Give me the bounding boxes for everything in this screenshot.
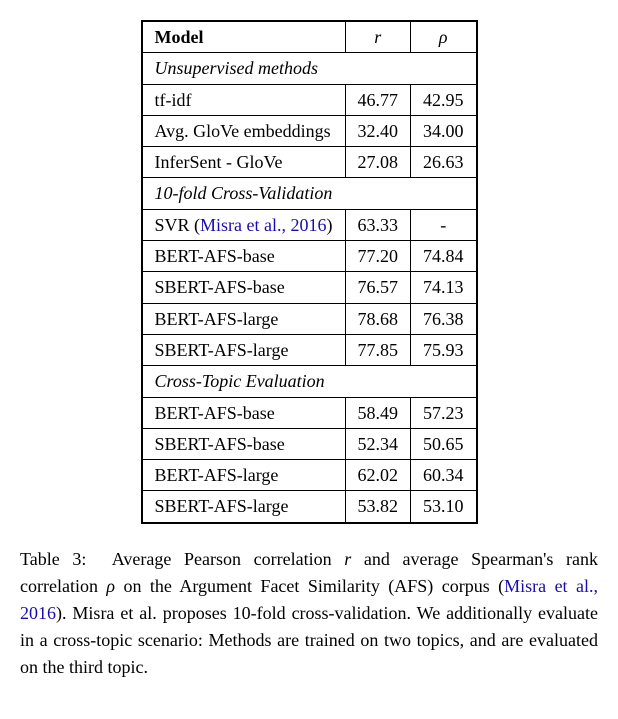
table-header-row: Model r ρ (142, 21, 477, 53)
table-row: BERT-AFS-large 78.68 76.38 (142, 303, 477, 334)
model-prefix: SVR ( (155, 215, 201, 235)
cell-r: 32.40 (345, 115, 411, 146)
section-crossval: 10-fold Cross-Validation (142, 178, 477, 209)
cell-r: 77.85 (345, 334, 411, 365)
section-unsupervised: Unsupervised methods (142, 53, 477, 84)
cell-rho: 76.38 (411, 303, 477, 334)
cell-model: SBERT-AFS-base (142, 272, 346, 303)
cell-model: BERT-AFS-large (142, 303, 346, 334)
caption-text: on the Argument Facet Similarity (AFS) c… (115, 576, 504, 596)
section-title: Unsupervised methods (142, 53, 477, 84)
cell-rho: 53.10 (411, 491, 477, 523)
cell-rho: 34.00 (411, 115, 477, 146)
table-row: SBERT-AFS-large 77.85 75.93 (142, 334, 477, 365)
cell-model: SBERT-AFS-base (142, 428, 346, 459)
table-container: Model r ρ Unsupervised methods tf-idf 46… (20, 20, 598, 524)
cell-model: tf-idf (142, 84, 346, 115)
cell-rho: 50.65 (411, 428, 477, 459)
col-header-r: r (345, 21, 411, 53)
table-row: BERT-AFS-base 58.49 57.23 (142, 397, 477, 428)
cell-model: SBERT-AFS-large (142, 334, 346, 365)
cell-rho: 57.23 (411, 397, 477, 428)
table-row: SBERT-AFS-base 52.34 50.65 (142, 428, 477, 459)
cell-model: Avg. GloVe embeddings (142, 115, 346, 146)
cell-r: 58.49 (345, 397, 411, 428)
cell-model: SBERT-AFS-large (142, 491, 346, 523)
table-caption: Table 3: Average Pearson correlation r a… (20, 546, 598, 681)
section-crosstopic: Cross-Topic Evaluation (142, 366, 477, 397)
results-table: Model r ρ Unsupervised methods tf-idf 46… (141, 20, 478, 524)
citation-link[interactable]: Misra et al., 2016 (200, 215, 326, 235)
symbol-rho: ρ (106, 576, 115, 596)
cell-r: 77.20 (345, 241, 411, 272)
cell-model: BERT-AFS-large (142, 460, 346, 491)
cell-r: 78.68 (345, 303, 411, 334)
table-row: BERT-AFS-large 62.02 60.34 (142, 460, 477, 491)
table-row: BERT-AFS-base 77.20 74.84 (142, 241, 477, 272)
caption-label: Table 3: (20, 549, 86, 569)
cell-rho: 26.63 (411, 147, 477, 178)
cell-model: BERT-AFS-base (142, 397, 346, 428)
cell-rho: 42.95 (411, 84, 477, 115)
cell-model: SVR (Misra et al., 2016) (142, 209, 346, 240)
caption-text: Average Pearson correlation (112, 549, 345, 569)
cell-rho: - (411, 209, 477, 240)
cell-r: 63.33 (345, 209, 411, 240)
table-row: SBERT-AFS-large 53.82 53.10 (142, 491, 477, 523)
section-title: 10-fold Cross-Validation (142, 178, 477, 209)
model-suffix: ) (327, 215, 333, 235)
table-row: tf-idf 46.77 42.95 (142, 84, 477, 115)
cell-r: 52.34 (345, 428, 411, 459)
caption-text: ). Misra et al. proposes 10-fold cross-v… (20, 603, 598, 677)
cell-model: InferSent - GloVe (142, 147, 346, 178)
table-row: SBERT-AFS-base 76.57 74.13 (142, 272, 477, 303)
table-row: InferSent - GloVe 27.08 26.63 (142, 147, 477, 178)
cell-r: 27.08 (345, 147, 411, 178)
cell-r: 53.82 (345, 491, 411, 523)
section-title: Cross-Topic Evaluation (142, 366, 477, 397)
cell-rho: 60.34 (411, 460, 477, 491)
cell-rho: 74.13 (411, 272, 477, 303)
col-header-model: Model (142, 21, 346, 53)
table-row: SVR (Misra et al., 2016) 63.33 - (142, 209, 477, 240)
col-header-rho: ρ (411, 21, 477, 53)
cell-rho: 74.84 (411, 241, 477, 272)
cell-r: 62.02 (345, 460, 411, 491)
cell-rho: 75.93 (411, 334, 477, 365)
cell-r: 76.57 (345, 272, 411, 303)
cell-model: BERT-AFS-base (142, 241, 346, 272)
table-row: Avg. GloVe embeddings 32.40 34.00 (142, 115, 477, 146)
cell-r: 46.77 (345, 84, 411, 115)
